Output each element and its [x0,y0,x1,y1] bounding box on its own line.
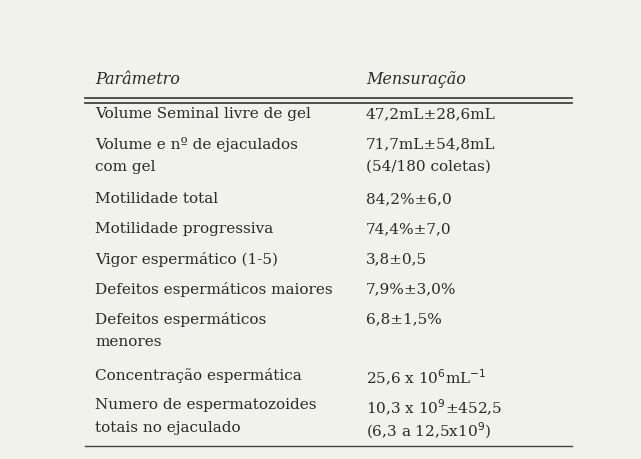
Text: 84,2%±6,0: 84,2%±6,0 [366,192,451,206]
Text: 6,8±1,5%: 6,8±1,5% [366,313,442,326]
Text: 74,4%±7,0: 74,4%±7,0 [366,222,451,236]
Text: 3,8±0,5: 3,8±0,5 [366,252,427,266]
Text: (54/180 coletas): (54/180 coletas) [366,160,490,174]
Text: Volume Seminal livre de gel: Volume Seminal livre de gel [95,107,311,121]
Text: Concentração espermática: Concentração espermática [95,368,302,382]
Text: com gel: com gel [95,160,156,174]
Text: 47,2mL±28,6mL: 47,2mL±28,6mL [366,107,495,121]
Text: 25,6 x 10$^{6}$mL$^{-1}$: 25,6 x 10$^{6}$mL$^{-1}$ [366,368,487,387]
Text: Parâmetro: Parâmetro [95,71,180,88]
Text: menores: menores [95,336,162,349]
Text: Numero de espermatozoides: Numero de espermatozoides [95,397,317,412]
Text: Vigor espermático (1-5): Vigor espermático (1-5) [95,252,278,267]
Text: Motilidade progressiva: Motilidade progressiva [95,222,273,236]
Text: (6,3 a 12,5x10$^{9}$): (6,3 a 12,5x10$^{9}$) [366,420,491,441]
Text: Defeitos espermáticos maiores: Defeitos espermáticos maiores [95,282,333,297]
Text: 7,9%±3,0%: 7,9%±3,0% [366,282,456,297]
Text: Defeitos espermáticos: Defeitos espermáticos [95,313,266,327]
Text: 71,7mL±54,8mL: 71,7mL±54,8mL [366,137,495,151]
Text: Motilidade total: Motilidade total [95,192,218,206]
Text: totais no ejaculado: totais no ejaculado [95,420,240,435]
Text: Mensuração: Mensuração [366,71,465,88]
Text: Volume e nº de ejaculados: Volume e nº de ejaculados [95,137,298,152]
Text: 10,3 x 10$^{9}$±452,5: 10,3 x 10$^{9}$±452,5 [366,397,502,418]
